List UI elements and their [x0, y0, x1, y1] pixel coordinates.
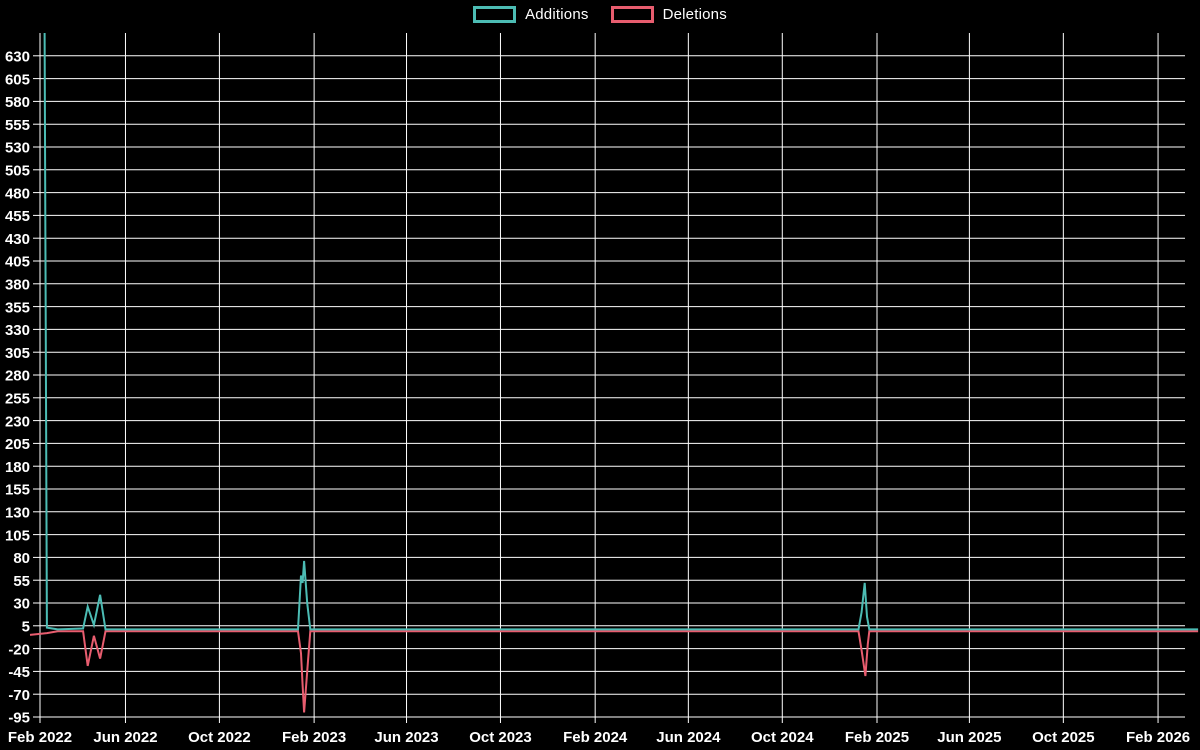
legend-item-additions[interactable]: Additions	[473, 6, 589, 23]
x-axis-tick-label: Feb 2025	[845, 729, 909, 746]
y-axis-tick-label: 530	[5, 140, 30, 157]
y-axis-tick-label: 5	[22, 619, 30, 636]
x-axis-tick-label: Feb 2026	[1126, 729, 1190, 746]
x-axis-tick-label: Jun 2022	[93, 729, 157, 746]
y-axis-tick-label: 155	[5, 482, 30, 499]
x-axis-tick-label: Jun 2024	[656, 729, 721, 746]
x-axis-tick-label: Jun 2025	[937, 729, 1001, 746]
y-axis-tick-label: 430	[5, 231, 30, 248]
y-axis-tick-label: 30	[13, 596, 30, 613]
x-axis-tick-label: Feb 2024	[563, 729, 628, 746]
legend-swatch-additions	[473, 6, 517, 23]
x-axis-tick-label: Feb 2022	[8, 729, 72, 746]
y-axis-tick-label: 405	[5, 254, 30, 271]
y-axis-tick-label: 105	[5, 527, 30, 544]
x-axis-tick-label: Jun 2023	[374, 729, 438, 746]
y-axis-tick-label: 630	[5, 49, 30, 66]
legend-label-deletions: Deletions	[662, 6, 727, 23]
y-axis-tick-label: -20	[8, 641, 30, 658]
chart-legend: Additions Deletions	[0, 6, 1200, 23]
x-axis-tick-label: Feb 2023	[282, 729, 346, 746]
y-axis-tick-label: 230	[5, 413, 30, 430]
y-axis-tick-label: -95	[8, 710, 30, 727]
x-axis-tick-label: Oct 2025	[1032, 729, 1095, 746]
y-axis-tick-label: 555	[5, 117, 30, 134]
y-axis-tick-label: 580	[5, 94, 30, 111]
y-axis-tick-label: 280	[5, 368, 30, 385]
y-axis-tick-label: 80	[13, 550, 30, 567]
y-axis-tick-label: 505	[5, 163, 30, 180]
y-axis-tick-label: 55	[13, 573, 30, 590]
y-axis-tick-label: 605	[5, 71, 30, 88]
x-axis-tick-label: Oct 2023	[469, 729, 532, 746]
legend-swatch-deletions	[610, 6, 654, 23]
y-axis-tick-label: 355	[5, 299, 30, 316]
y-axis-tick-label: 305	[5, 345, 30, 362]
y-axis-tick-label: -45	[8, 664, 30, 681]
series-line-deletions	[29, 630, 1199, 713]
y-axis-tick-label: 455	[5, 208, 30, 225]
y-axis-tick-label: 380	[5, 277, 30, 294]
legend-label-additions: Additions	[525, 6, 589, 23]
x-axis-tick-label: Oct 2022	[188, 729, 251, 746]
legend-item-deletions[interactable]: Deletions	[610, 6, 727, 23]
y-axis-tick-label: 480	[5, 185, 30, 202]
y-axis-tick-label: 330	[5, 322, 30, 339]
y-axis-tick-label: 205	[5, 436, 30, 453]
y-axis-tick-label: 255	[5, 391, 30, 408]
y-axis-tick-label: 130	[5, 505, 30, 522]
y-axis-tick-label: -70	[8, 687, 30, 704]
series-line-additions	[43, 33, 1199, 631]
y-axis-tick-label: 180	[5, 459, 30, 476]
x-axis-tick-label: Oct 2024	[751, 729, 814, 746]
